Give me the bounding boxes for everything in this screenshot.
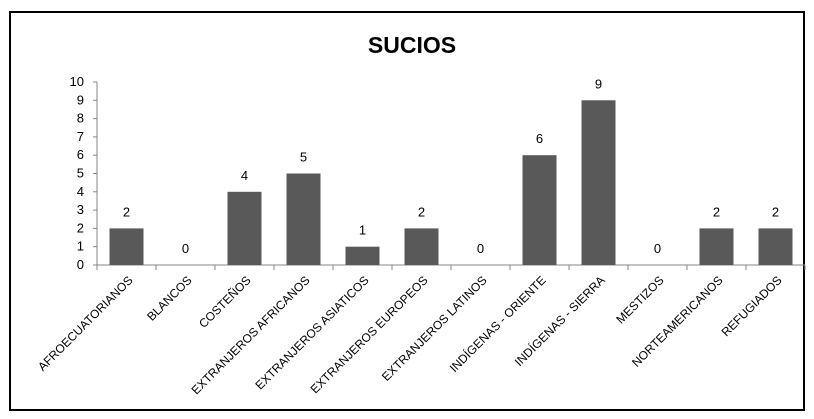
category-labels: AFROECUATORIANOS BLANCOS COSTEÑOSEXTRANJER… <box>35 273 785 398</box>
y-tick-label: 5 <box>77 166 84 181</box>
category-label: EXTRANJEROS AFRICANOS <box>189 273 313 397</box>
y-tick-label: 7 <box>77 129 84 144</box>
category-label: EXTRANJEROS EUROPEOS <box>308 273 431 396</box>
category-label: BLANCOS <box>144 273 194 323</box>
x-axis <box>96 264 806 270</box>
data-label: 2 <box>123 204 130 219</box>
data-label: 5 <box>300 150 307 165</box>
bar <box>404 228 439 265</box>
y-tick-label: 6 <box>77 147 84 162</box>
data-label: 0 <box>477 241 484 256</box>
data-label: 6 <box>536 131 543 146</box>
data-label: 4 <box>241 168 248 183</box>
data-label: 1 <box>359 223 366 238</box>
bar <box>345 246 380 265</box>
bar <box>227 191 262 265</box>
data-label: 2 <box>772 204 779 219</box>
category-label: MESTIZOS <box>613 273 666 326</box>
y-tick-label: 10 <box>70 74 84 89</box>
category-label: EXTRANJEROS ASIATICOS <box>252 273 371 392</box>
data-label: 0 <box>654 241 661 256</box>
data-labels: 2 0 4 5 1 2 0 6 9 0 2 2 <box>123 76 779 256</box>
category-label: AFROECUATORIANOS <box>35 273 136 374</box>
category-label: COSTEÑOS <box>196 273 254 331</box>
y-tick-label: 8 <box>77 111 84 126</box>
category-label: INDÍGENAS - ORIENTE <box>446 273 549 376</box>
data-label: 2 <box>418 204 425 219</box>
y-axis: 0 1 2 3 4 5 6 7 8 9 10 <box>70 74 98 272</box>
bar <box>522 155 557 265</box>
bar <box>699 228 734 265</box>
data-label: 0 <box>182 241 189 256</box>
y-tick-label: 4 <box>77 184 84 199</box>
category-label: REFUGIADOS <box>719 273 785 339</box>
y-tick-label: 2 <box>77 220 84 235</box>
bars <box>109 100 793 265</box>
y-tick-label: 3 <box>77 202 84 217</box>
y-tick-label: 9 <box>77 92 84 107</box>
bar <box>286 173 321 265</box>
category-label: EXTRANJEROS LATINOS <box>379 273 490 384</box>
chart-frame <box>9 11 805 411</box>
data-label: 2 <box>713 204 720 219</box>
y-tick-label: 0 <box>77 257 84 272</box>
chart-title: SUCIOS <box>368 32 456 58</box>
bar <box>758 228 793 265</box>
bar <box>581 100 616 265</box>
y-tick-label: 1 <box>77 239 84 254</box>
data-label: 9 <box>595 76 602 91</box>
bar <box>109 228 144 265</box>
